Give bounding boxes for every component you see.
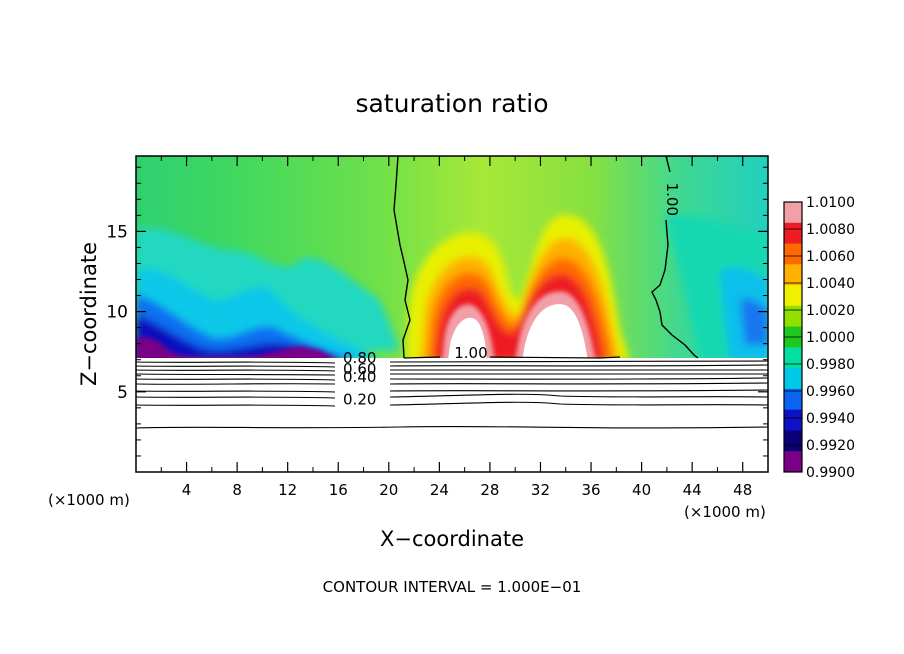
colorbar-swatch	[784, 243, 802, 265]
contour-line-1.00-base	[403, 356, 621, 359]
chart-title: saturation ratio	[355, 89, 548, 118]
low-saturation-region-right	[665, 214, 768, 361]
plume-white-left	[448, 317, 487, 361]
colorbar-swatch	[784, 202, 802, 224]
x-tick-label: 48	[733, 481, 752, 499]
colorbar-swatch	[784, 388, 802, 411]
colorbar: 1.0100 1.0080 1.0060 1.0040 1.0020 1.0000 0.99…	[783, 195, 855, 481]
colorbar-swatch	[784, 285, 802, 307]
contour-label: 0.80	[343, 349, 376, 367]
colorbar-label: 1.0060	[806, 249, 855, 265]
colorbar-swatch	[784, 305, 802, 328]
colorbar-label: 0.9940	[806, 411, 855, 427]
colorbar-swatch	[784, 409, 802, 431]
x-tick-label: 44	[683, 481, 702, 499]
lower-domain	[136, 358, 768, 472]
colorbar-swatch	[784, 222, 802, 245]
x-tick-label: 36	[581, 481, 600, 499]
x-tick-label: 20	[379, 481, 398, 499]
colorbar-label: 1.0020	[806, 303, 855, 319]
x-tick-label: 40	[632, 481, 651, 499]
contour-line-1.00-left	[393, 156, 411, 359]
contour-interval-note: CONTOUR INTERVAL = 1.000E−01	[323, 578, 582, 596]
colorbar-swatch	[784, 264, 802, 286]
edge-purple-left	[136, 337, 340, 361]
colorbar-label: 1.0100	[806, 195, 855, 211]
colorbar-label: 0.9980	[806, 357, 855, 373]
x-axis-label: X−coordinate	[380, 527, 524, 551]
colorbar-swatch	[784, 347, 802, 369]
x-tick-label: 12	[278, 481, 297, 499]
contour-label: 0.60	[343, 360, 376, 378]
colorbar-label: 0.9960	[806, 384, 855, 400]
y-axis-label: Z−coordinate	[77, 242, 101, 386]
contour-labels: 1.00 1.00 0.800.600.40 0.20	[343, 183, 681, 409]
x-unit-left: (×1000 m)	[48, 491, 130, 509]
contour-lines-lower	[136, 360, 768, 429]
contour-label: 0.40	[343, 368, 376, 386]
x-tick-label: 24	[430, 481, 449, 499]
x-tick-label: 28	[480, 481, 499, 499]
colorbar-swatch	[784, 368, 802, 390]
x-tick-label: 32	[531, 481, 550, 499]
y-tick-label: 5	[117, 383, 128, 403]
y-tick-label: 10	[106, 303, 128, 323]
plume-white-right	[522, 304, 588, 361]
colorbar-swatch	[784, 451, 802, 473]
colorbar-swatch	[784, 430, 802, 452]
plot-area: 1.001.000.800.600.400.20 4 8 12 16 20 24 28 32 3…	[106, 155, 769, 499]
colorbar-label: 0.9920	[806, 438, 855, 454]
contour-label: 0.20	[343, 391, 376, 409]
x-tick-label: 4	[182, 481, 192, 499]
contour-label: 1.00	[663, 183, 681, 216]
x-unit-right: (×1000 m)	[684, 503, 766, 521]
colorbar-label: 1.0000	[806, 330, 855, 346]
colorbar-label: 1.0080	[806, 222, 855, 238]
colorbar-label: 0.9900	[806, 465, 855, 481]
contour-label: 1.00	[454, 344, 487, 362]
low-saturation-region-left	[136, 227, 400, 361]
x-tick-label: 16	[329, 481, 348, 499]
colorbar-label: 1.0040	[806, 276, 855, 292]
y-tick-label: 15	[106, 222, 128, 242]
x-tick-label: 8	[232, 481, 242, 499]
plot-frame	[135, 155, 769, 473]
